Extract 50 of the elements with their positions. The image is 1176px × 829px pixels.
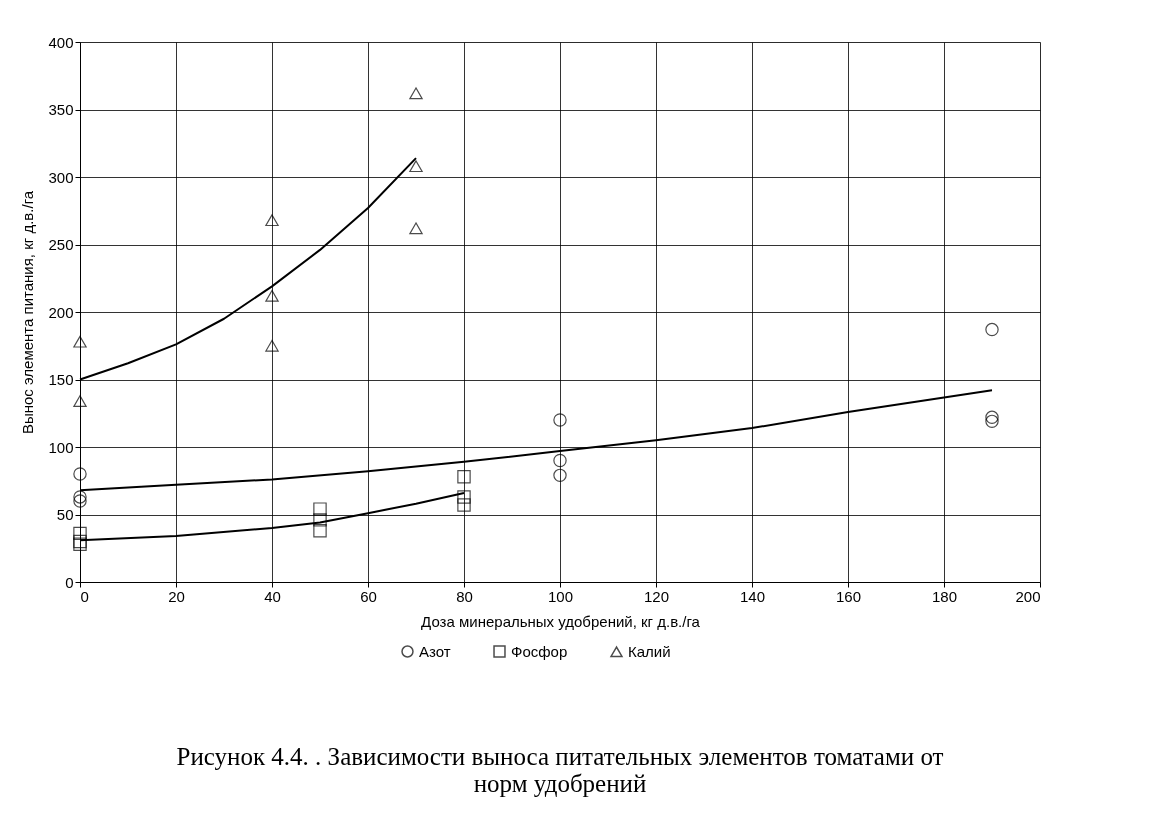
point (457, 469, 471, 484)
point (73, 335, 87, 348)
point (409, 222, 423, 235)
point (265, 214, 279, 227)
point (73, 467, 87, 481)
point (457, 490, 471, 504)
y-tick-label: 0 (65, 573, 74, 591)
point (553, 453, 567, 468)
y-tick-label: 150 (48, 371, 74, 388)
x-axis-title: Доза минеральных удобрений, кг д.в./га (421, 612, 701, 630)
x-tick-label: 20 (168, 587, 185, 605)
x-tick-label: 100 (547, 587, 574, 605)
y-axis-title: Вынос элемента питания, кг д.в./га (19, 190, 37, 435)
point (409, 87, 423, 100)
x-tick-label: 40 (264, 587, 281, 605)
point (265, 339, 279, 352)
y-tick-label: 50 (56, 506, 74, 523)
point (553, 413, 567, 427)
x-tick-label: 120 (643, 587, 670, 605)
point (409, 160, 423, 173)
point (553, 468, 567, 483)
y-tick-label: 200 (48, 303, 74, 321)
point (313, 523, 327, 538)
x-tick-label: 80 (456, 587, 473, 605)
y-tick-label: 300 (48, 168, 74, 186)
x-tick-label: 160 (835, 587, 862, 605)
point (457, 498, 471, 512)
x-tick-label: 140 (739, 587, 766, 605)
point (73, 494, 87, 508)
point (73, 395, 87, 407)
x-tick-label: 200 (1015, 587, 1041, 605)
x-tick-label: 60 (360, 587, 377, 605)
y-tick-label: 400 (48, 33, 74, 51)
point (985, 414, 999, 429)
y-tick-label: 350 (48, 101, 74, 118)
y-tick-label: 100 (48, 438, 74, 456)
point (265, 289, 279, 302)
point (985, 322, 999, 337)
point (73, 526, 87, 541)
y-tick-label: 250 (48, 236, 74, 253)
text: Рисунок 4.4. . Зависимости выноса питательных элементов томатами от норм удобрений (176, 743, 944, 797)
point (313, 513, 327, 527)
x-tick-label: 180 (931, 587, 958, 605)
x-tick-label: 0 (80, 587, 89, 605)
legend-label: Фосфор (511, 642, 568, 660)
point (985, 410, 999, 425)
legend-label: Калий (628, 642, 671, 660)
point (313, 502, 327, 516)
point (73, 490, 87, 504)
legend-label: Азот (419, 642, 451, 660)
